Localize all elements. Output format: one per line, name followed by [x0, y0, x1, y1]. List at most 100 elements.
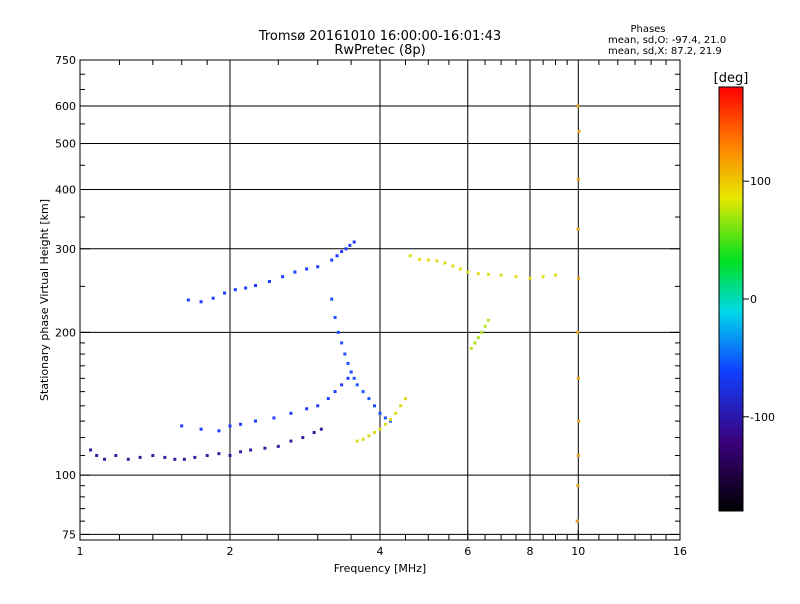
data-point — [528, 276, 532, 280]
data-point — [577, 276, 581, 280]
data-point — [352, 240, 356, 244]
data-point — [483, 324, 487, 328]
data-point — [349, 370, 353, 374]
x-tick-label: 10 — [571, 545, 585, 558]
data-point — [451, 264, 455, 268]
data-point — [272, 416, 276, 420]
data-point — [486, 272, 490, 276]
data-point — [182, 457, 186, 461]
data-point — [186, 298, 190, 302]
x-tick-label: 1 — [77, 545, 84, 558]
data-point — [486, 318, 490, 322]
data-point — [312, 431, 316, 435]
data-point — [316, 265, 320, 269]
data-point — [367, 397, 371, 401]
data-point — [335, 254, 339, 258]
data-point — [289, 439, 293, 443]
data-point — [378, 411, 382, 415]
data-point — [289, 411, 293, 415]
data-point — [103, 457, 107, 461]
data-point — [480, 330, 484, 334]
data-point — [326, 397, 330, 401]
data-point — [514, 275, 518, 279]
data-point — [199, 300, 203, 304]
data-point — [476, 336, 480, 340]
phase-stats-heading: Phases — [630, 24, 665, 35]
colorbar-frame — [718, 86, 744, 512]
y-tick-label: 200 — [55, 326, 76, 339]
data-point — [576, 376, 580, 380]
x-tick-label: 2 — [227, 545, 234, 558]
data-point — [276, 444, 280, 448]
data-point — [394, 411, 398, 415]
data-point — [126, 457, 130, 461]
data-point — [443, 261, 447, 265]
colorbar — [719, 87, 743, 511]
data-point — [138, 455, 142, 459]
colorbar-tick-label: 100 — [750, 175, 771, 188]
x-axis-label: Frequency [MHz] — [334, 562, 426, 575]
y-tick-label: 500 — [55, 138, 76, 151]
data-point — [499, 273, 503, 277]
data-point — [577, 419, 581, 423]
data-point — [355, 383, 359, 387]
data-point — [228, 424, 232, 428]
y-tick-label: 400 — [55, 184, 76, 197]
data-point — [346, 361, 350, 365]
data-point — [355, 439, 359, 443]
data-point — [575, 519, 579, 523]
data-point — [346, 376, 350, 380]
data-point — [458, 267, 462, 271]
data-point — [383, 416, 387, 420]
data-point — [228, 454, 232, 458]
data-point — [330, 258, 334, 262]
data-point — [340, 250, 344, 254]
data-point — [301, 436, 305, 440]
data-point — [373, 404, 377, 408]
data-point — [253, 284, 257, 288]
data-point — [333, 390, 337, 394]
colorbar-label: [deg] — [714, 71, 749, 86]
data-point — [244, 286, 248, 290]
data-point — [361, 390, 365, 394]
data-point — [373, 431, 377, 435]
axis-layer: 1 2 4 6 8 10 16 75 100 200 300 400 500 600 750 — [55, 54, 687, 558]
x-tick-label: 8 — [527, 545, 534, 558]
data-point — [473, 341, 477, 345]
chart-title: Tromsø 20161010 16:00:00-16:01:43 — [258, 29, 501, 44]
y-axis-label: Stationary phase Virtual Height [km] — [38, 199, 51, 401]
data-point — [239, 422, 243, 426]
data-point — [281, 275, 285, 279]
data-point — [305, 267, 309, 271]
data-point — [361, 437, 365, 441]
y-tick-label: 600 — [55, 100, 76, 113]
data-point — [89, 448, 93, 452]
data-point — [316, 404, 320, 408]
phase-stats-o: mean, sd,O: -97.4, 21.0 — [608, 35, 726, 46]
data-point — [249, 448, 253, 452]
points-layer — [89, 104, 581, 523]
data-point — [217, 429, 221, 433]
x-tick-label: 16 — [673, 545, 687, 558]
data-point — [233, 288, 237, 292]
data-point — [553, 273, 557, 277]
data-point — [378, 427, 382, 431]
data-point — [180, 424, 184, 428]
data-point — [476, 272, 480, 276]
data-point — [151, 454, 155, 458]
data-point — [426, 258, 430, 262]
y-tick-label: 100 — [55, 469, 76, 482]
data-point — [340, 341, 344, 345]
x-tick-label: 4 — [377, 545, 384, 558]
y-tick-label: 300 — [55, 243, 76, 256]
data-point — [541, 275, 545, 279]
data-point — [399, 404, 403, 408]
data-point — [576, 104, 580, 108]
data-point — [576, 330, 580, 334]
data-point — [417, 257, 421, 261]
data-point — [435, 259, 439, 263]
data-point — [263, 446, 267, 450]
data-point — [333, 315, 337, 319]
data-point — [239, 450, 243, 454]
